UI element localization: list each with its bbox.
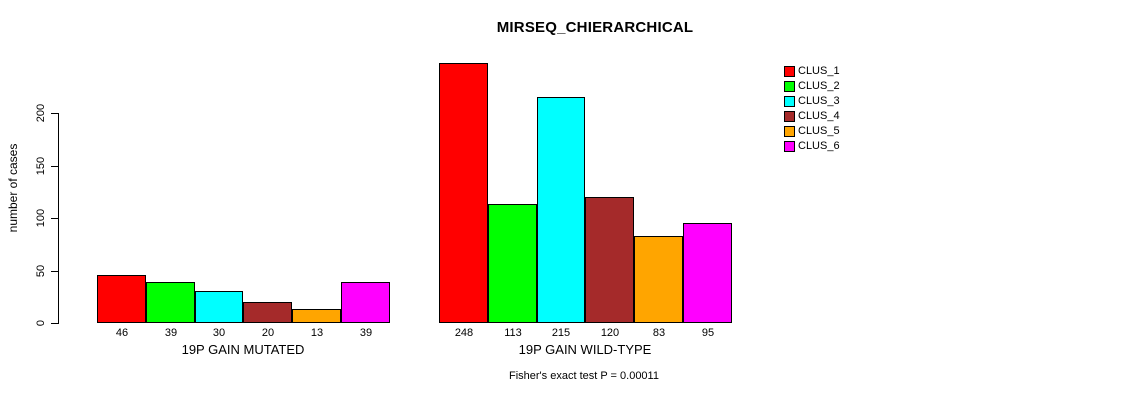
legend-swatch-clus_1	[784, 66, 795, 77]
legend-label: CLUS_6	[798, 140, 840, 152]
legend-item: CLUS_6	[784, 140, 840, 153]
legend-label: CLUS_4	[798, 110, 840, 122]
bar-clus_5-2	[634, 236, 683, 323]
y-tick-mark	[51, 166, 58, 167]
y-tick-label: 50	[35, 264, 47, 278]
x-category-label: 19P GAIN MUTATED	[181, 342, 305, 357]
bar-value-label: 120	[600, 327, 620, 339]
y-tick-label: 0	[35, 319, 47, 327]
bar-clus_3-2	[537, 97, 585, 323]
legend-item: CLUS_5	[784, 125, 840, 138]
legend-label: CLUS_2	[798, 80, 840, 92]
bar-value-label: 30	[212, 327, 226, 339]
bar-clus_6-2	[683, 223, 732, 323]
bar-clus_2-2	[488, 204, 537, 323]
bar-value-label: 39	[359, 327, 373, 339]
legend-label: CLUS_3	[798, 95, 840, 107]
bar-clus_2-1	[146, 282, 195, 323]
y-tick-mark	[51, 218, 58, 219]
legend-item: CLUS_1	[784, 65, 840, 78]
bar-value-label: 113	[504, 327, 522, 339]
bar-clus_5-1	[292, 309, 341, 323]
legend-item: CLUS_4	[784, 110, 840, 123]
y-tick-label: 200	[35, 103, 47, 123]
bar-value-label: 13	[310, 327, 324, 339]
y-tick-label: 100	[35, 208, 47, 228]
bar-clus_4-1	[243, 302, 292, 323]
y-tick-mark	[51, 271, 58, 272]
bar-value-label: 39	[164, 327, 178, 339]
legend-swatch-clus_4	[784, 111, 795, 122]
chart-title: MIRSEQ_CHIERARCHICAL	[496, 19, 694, 36]
y-tick-mark	[51, 323, 58, 324]
legend-label: CLUS_1	[798, 65, 840, 77]
bar-clus_6-1	[341, 282, 390, 323]
legend-swatch-clus_2	[784, 81, 795, 92]
bar-clus_4-2	[585, 197, 634, 323]
legend-item: CLUS_2	[784, 80, 840, 93]
legend-swatch-clus_5	[784, 126, 795, 137]
y-tick-label: 150	[35, 156, 47, 176]
bar-value-label: 83	[652, 327, 666, 339]
bar-value-label: 20	[261, 327, 275, 339]
y-axis-label: number of cases	[6, 143, 20, 233]
bar-clus_3-1	[195, 291, 243, 323]
annotation-text: Fisher's exact test P = 0.00011	[509, 370, 659, 382]
x-category-label: 19P GAIN WILD-TYPE	[518, 342, 652, 357]
legend-item: CLUS_3	[784, 95, 840, 108]
legend-swatch-clus_6	[784, 141, 795, 152]
bar-clus_1-2	[439, 63, 488, 323]
bar-value-label: 248	[454, 327, 474, 339]
bar-value-label: 46	[115, 327, 129, 339]
y-tick-mark	[51, 113, 58, 114]
bar-value-label: 95	[701, 327, 715, 339]
bar-value-label: 215	[551, 327, 571, 339]
y-axis-line	[58, 113, 59, 324]
bar-clus_1-1	[97, 275, 146, 323]
legend-swatch-clus_3	[784, 96, 795, 107]
legend-label: CLUS_5	[798, 125, 840, 137]
